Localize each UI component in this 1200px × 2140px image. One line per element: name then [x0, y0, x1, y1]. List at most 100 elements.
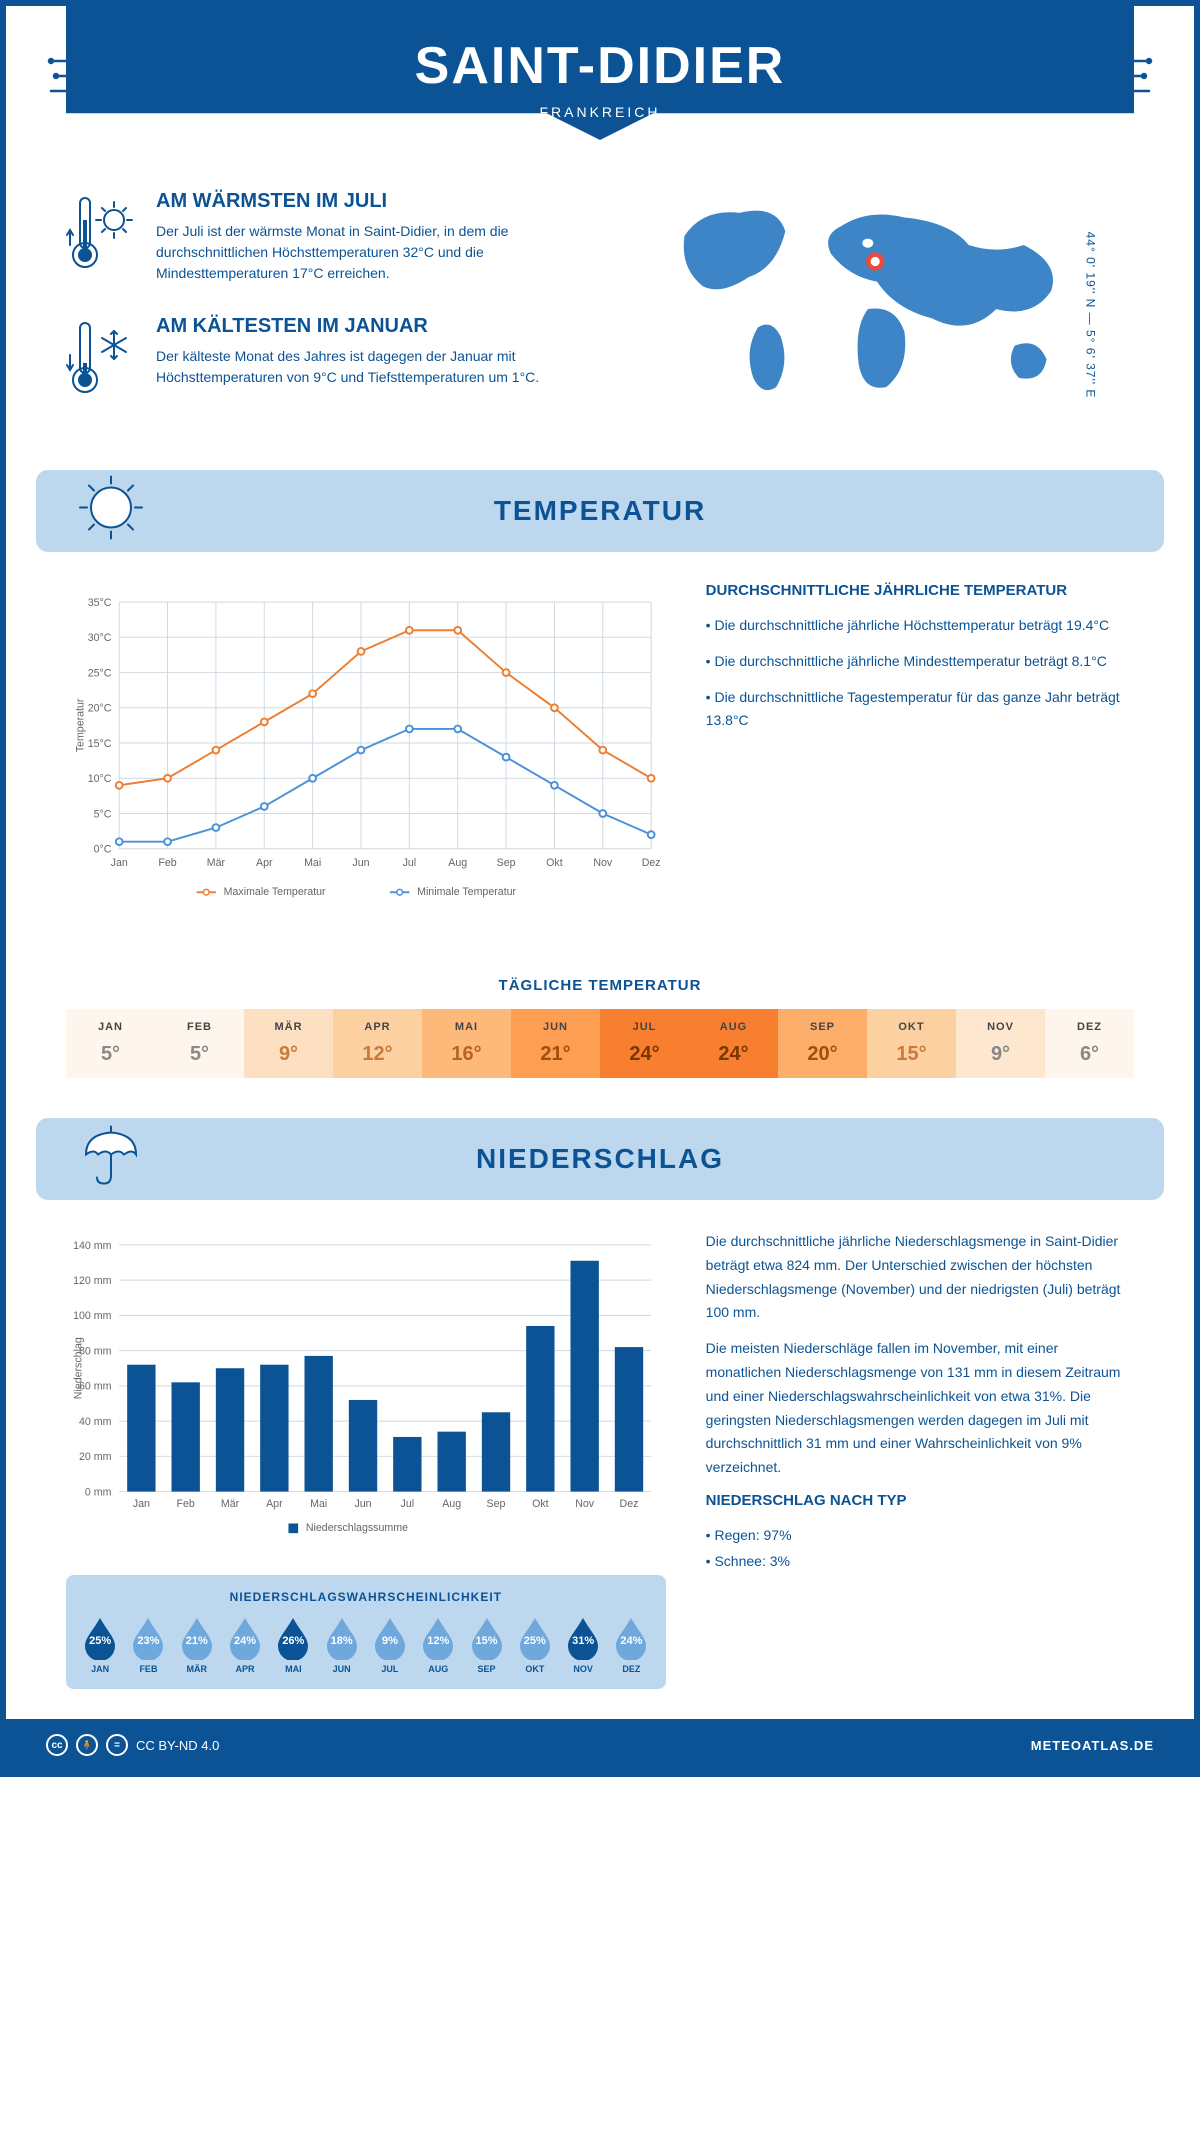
svg-text:100 mm: 100 mm [73, 1310, 112, 1322]
fact-text: AM WÄRMSTEN IM JULI Der Juli ist der wär… [156, 190, 580, 285]
precip-text: Die durchschnittliche jährliche Niedersc… [706, 1230, 1134, 1689]
temp-value: 5° [159, 1043, 240, 1066]
month-label: FEB [127, 1664, 169, 1674]
temp-value: 9° [960, 1043, 1041, 1066]
month-label: AUG [693, 1021, 774, 1033]
svg-text:Mai: Mai [304, 857, 321, 869]
svg-text:Okt: Okt [532, 1498, 549, 1510]
temp-cell: DEZ6° [1045, 1009, 1134, 1078]
svg-text:20°C: 20°C [88, 703, 112, 715]
svg-text:Aug: Aug [442, 1498, 461, 1510]
month-label: APR [337, 1021, 418, 1033]
month-label: JUN [321, 1664, 363, 1674]
month-label: OKT [871, 1021, 952, 1033]
by-icon: 🧍 [76, 1734, 98, 1756]
header-banner: SAINT-DIDIER FRANKREICH [66, 6, 1134, 140]
temp-cell: FEB5° [155, 1009, 244, 1078]
temp-cell: OKT15° [867, 1009, 956, 1078]
temp-fact-1: • Die durchschnittliche jährliche Höchst… [706, 614, 1134, 638]
svg-text:Mai: Mai [310, 1498, 327, 1510]
temp-value: 16° [426, 1043, 507, 1066]
temp-cell: JAN5° [66, 1009, 155, 1078]
sun-icon [76, 473, 146, 550]
drop-icon: 25% [82, 1616, 118, 1660]
svg-text:Feb: Feb [177, 1498, 195, 1510]
world-map-icon [620, 190, 1134, 410]
section-title: TEMPERATUR [494, 495, 706, 526]
svg-text:Nov: Nov [593, 857, 613, 869]
temp-value: 24° [693, 1043, 774, 1066]
month-label: OKT [514, 1664, 556, 1674]
svg-text:Apr: Apr [266, 1498, 283, 1510]
temp-content: 0°C5°C10°C15°C20°C25°C30°C35°CJanFebMärA… [6, 552, 1194, 957]
site-name: METEOATLAS.DE [1031, 1738, 1154, 1753]
temp-cell: JUN21° [511, 1009, 600, 1078]
temp-cell: APR12° [333, 1009, 422, 1078]
temp-facts-title: DURCHSCHNITTLICHE JÄHRLICHE TEMPERATUR [706, 582, 1134, 599]
svg-text:Mär: Mär [221, 1498, 240, 1510]
license: cc 🧍 = CC BY-ND 4.0 [46, 1734, 219, 1756]
page: SAINT-DIDIER FRANKREICH AM WÄRMSTEN IM J… [0, 0, 1200, 1777]
drop-icon: 9% [372, 1616, 408, 1660]
month-label: MAI [426, 1021, 507, 1033]
precip-text-1: Die durchschnittliche jährliche Niedersc… [706, 1230, 1134, 1325]
drop-icon: 24% [613, 1616, 649, 1660]
svg-text:Nov: Nov [575, 1498, 595, 1510]
coldest-title: AM KÄLTESTEN IM JANUAR [156, 315, 580, 338]
month-label: APR [224, 1664, 266, 1674]
precip-type-2: • Schnee: 3% [706, 1550, 1134, 1574]
warmest-fact: AM WÄRMSTEN IM JULI Der Juli ist der wär… [66, 190, 580, 285]
temp-value: 6° [1049, 1043, 1130, 1066]
page-title: SAINT-DIDIER [66, 36, 1134, 96]
svg-text:5°C: 5°C [94, 808, 112, 820]
month-label: MÄR [248, 1021, 329, 1033]
svg-text:10°C: 10°C [88, 773, 112, 785]
probability-drop: 21% MÄR [176, 1616, 218, 1674]
precip-type-title: NIEDERSCHLAG NACH TYP [706, 1492, 1134, 1509]
section-title: NIEDERSCHLAG [476, 1143, 724, 1174]
temp-cell: JUL24° [600, 1009, 689, 1078]
drop-icon: 12% [420, 1616, 456, 1660]
temp-facts: DURCHSCHNITTLICHE JÄHRLICHE TEMPERATUR •… [706, 582, 1134, 927]
svg-text:Feb: Feb [158, 857, 176, 869]
drop-icon: 31% [565, 1616, 601, 1660]
month-label: JAN [79, 1664, 121, 1674]
coldest-text: Der kälteste Monat des Jahres ist dagege… [156, 346, 580, 388]
probability-drop: 24% DEZ [610, 1616, 652, 1674]
temp-value: 20° [782, 1043, 863, 1066]
svg-text:Jul: Jul [401, 1498, 415, 1510]
month-label: JUL [604, 1021, 685, 1033]
probability-drop: 12% AUG [417, 1616, 459, 1674]
prob-title: NIEDERSCHLAGSWAHRSCHEINLICHKEIT [76, 1590, 656, 1604]
svg-text:Dez: Dez [642, 857, 661, 869]
probability-drop: 9% JUL [369, 1616, 411, 1674]
drop-icon: 26% [275, 1616, 311, 1660]
probability-drop: 25% OKT [514, 1616, 556, 1674]
line-chart: 0°C5°C10°C15°C20°C25°C30°C35°CJanFebMärA… [66, 582, 666, 922]
month-label: NOV [960, 1021, 1041, 1033]
probability-drop: 25% JAN [79, 1616, 121, 1674]
drop-icon: 24% [227, 1616, 263, 1660]
svg-text:Jul: Jul [403, 857, 417, 869]
precip-text-2: Die meisten Niederschläge fallen im Nove… [706, 1337, 1134, 1480]
svg-text:Jan: Jan [133, 1498, 150, 1510]
daily-temp-grid: JAN5°FEB5°MÄR9°APR12°MAI16°JUN21°JUL24°A… [66, 1009, 1134, 1078]
svg-text:Dez: Dez [620, 1498, 639, 1510]
temp-value: 9° [248, 1043, 329, 1066]
page-subtitle: FRANKREICH [66, 104, 1134, 120]
daily-temp-title: TÄGLICHE TEMPERATUR [6, 977, 1194, 994]
svg-text:20 mm: 20 mm [79, 1451, 112, 1463]
month-label: NOV [562, 1664, 604, 1674]
temp-fact-2: • Die durchschnittliche jährliche Mindes… [706, 650, 1134, 674]
intro-facts: AM WÄRMSTEN IM JULI Der Juli ist der wär… [66, 190, 580, 440]
month-label: JUL [369, 1664, 411, 1674]
map-panel: 44° 0' 19'' N — 5° 6' 37'' E [620, 190, 1134, 440]
svg-text:35°C: 35°C [88, 597, 112, 609]
bar-chart: 0 mm20 mm40 mm60 mm80 mm100 mm120 mm140 … [66, 1230, 666, 1550]
probability-drop: 26% MAI [272, 1616, 314, 1674]
svg-text:120 mm: 120 mm [73, 1275, 112, 1287]
warmest-title: AM WÄRMSTEN IM JULI [156, 190, 580, 213]
month-label: MÄR [176, 1664, 218, 1674]
temp-value: 21° [515, 1043, 596, 1066]
coldest-fact: AM KÄLTESTEN IM JANUAR Der kälteste Mona… [66, 315, 580, 410]
